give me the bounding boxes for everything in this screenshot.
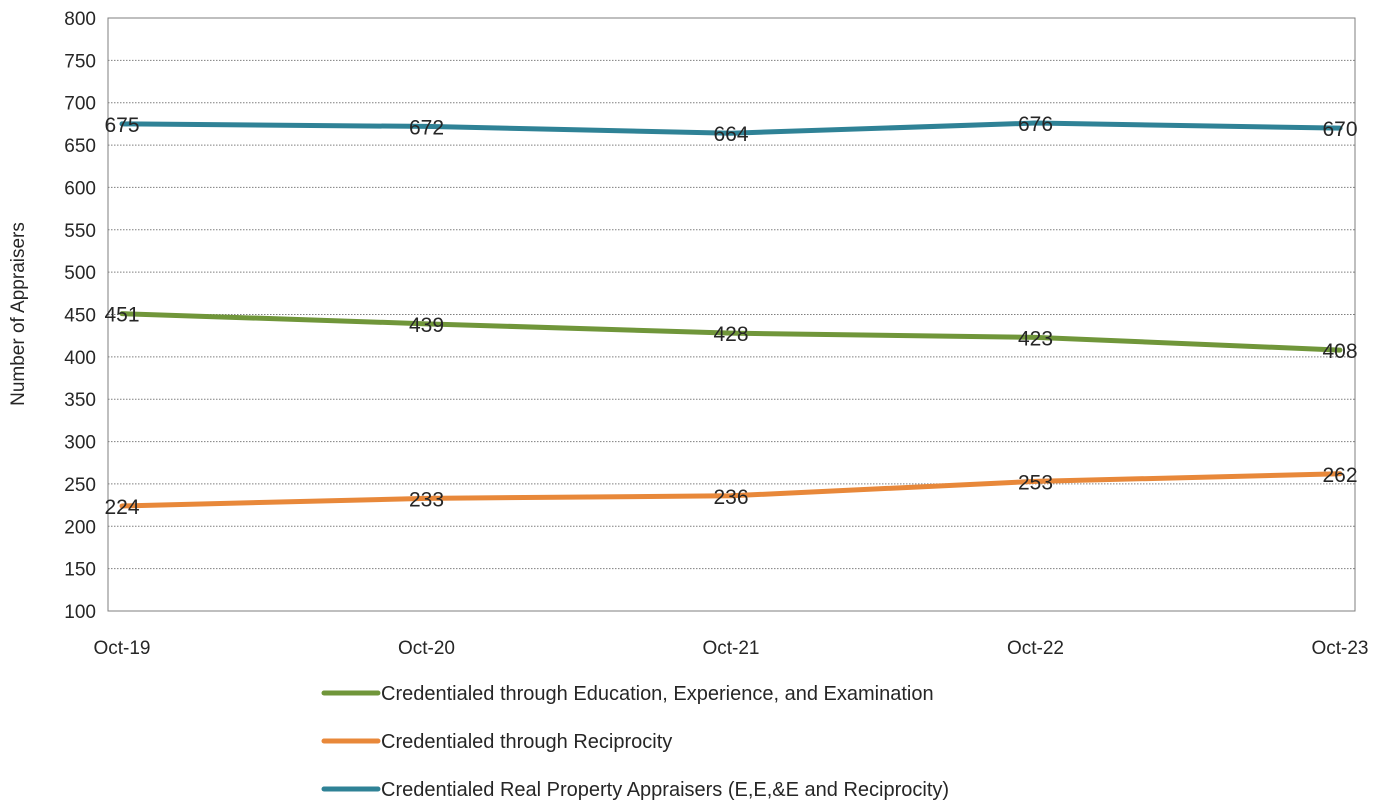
data-label: 672 (409, 116, 444, 139)
series-line (119, 471, 1343, 509)
y-tick-label: 500 (64, 263, 96, 284)
y-tick-label: 750 (64, 51, 96, 72)
data-label: 224 (104, 496, 139, 519)
y-tick-label: 800 (64, 9, 96, 30)
y-tick-label: 300 (64, 433, 96, 454)
data-label: 423 (1018, 327, 1053, 350)
legend-label: Credentialed Real Property Appraisers (E… (381, 779, 949, 801)
y-tick-label: 200 (64, 517, 96, 538)
x-tick-label: Oct-20 (398, 638, 455, 659)
y-tick-label: 100 (64, 602, 96, 623)
y-axis-ticks: 100 150 200 250 300 350 400 450 500 550 600 650 700 7… (64, 9, 96, 623)
data-label: 676 (1018, 113, 1053, 136)
y-tick-label: 600 (64, 178, 96, 199)
y-tick-label: 400 (64, 348, 96, 369)
series-line (119, 311, 1343, 353)
series-line (119, 120, 1343, 136)
gridlines (108, 59, 1355, 570)
data-label: 408 (1322, 340, 1357, 363)
x-tick-label: Oct-19 (93, 638, 150, 659)
y-tick-label: 150 (64, 560, 96, 581)
y-tick-label: 450 (64, 306, 96, 327)
x-tick-label: Oct-23 (1311, 638, 1368, 659)
x-tick-label: Oct-22 (1007, 638, 1064, 659)
legend-label: Credentialed through Reciprocity (381, 731, 672, 753)
plot-area-frame (107, 17, 1356, 612)
y-tick-label: 550 (64, 221, 96, 242)
y-tick-label: 650 (64, 136, 96, 157)
data-label: 428 (713, 323, 748, 346)
data-label: 670 (1322, 118, 1357, 141)
data-label: 233 (409, 488, 444, 511)
y-tick-label: 350 (64, 390, 96, 411)
x-tick-label: Oct-21 (702, 638, 759, 659)
data-label: 253 (1018, 471, 1053, 494)
series-lines (119, 120, 1343, 509)
legend-label: Credentialed through Education, Experien… (381, 683, 934, 705)
x-axis-ticks: Oct-19 Oct-20 Oct-21 Oct-22 Oct-23 (93, 638, 1368, 659)
data-label: 664 (713, 123, 748, 146)
data-label: 675 (104, 114, 139, 137)
y-tick-label: 250 (64, 475, 96, 496)
data-label: 262 (1322, 464, 1357, 487)
y-tick-label: 700 (64, 94, 96, 115)
data-label: 439 (409, 314, 444, 337)
legend: Credentialed through Education, Experien… (321, 683, 949, 801)
data-label: 451 (104, 304, 139, 327)
data-labels: 451 439 428 423 408 224 233 236 253 262 675 672 664 6… (104, 113, 1357, 519)
data-label: 236 (713, 486, 748, 509)
y-axis-title: Number of Appraisers (8, 222, 29, 406)
